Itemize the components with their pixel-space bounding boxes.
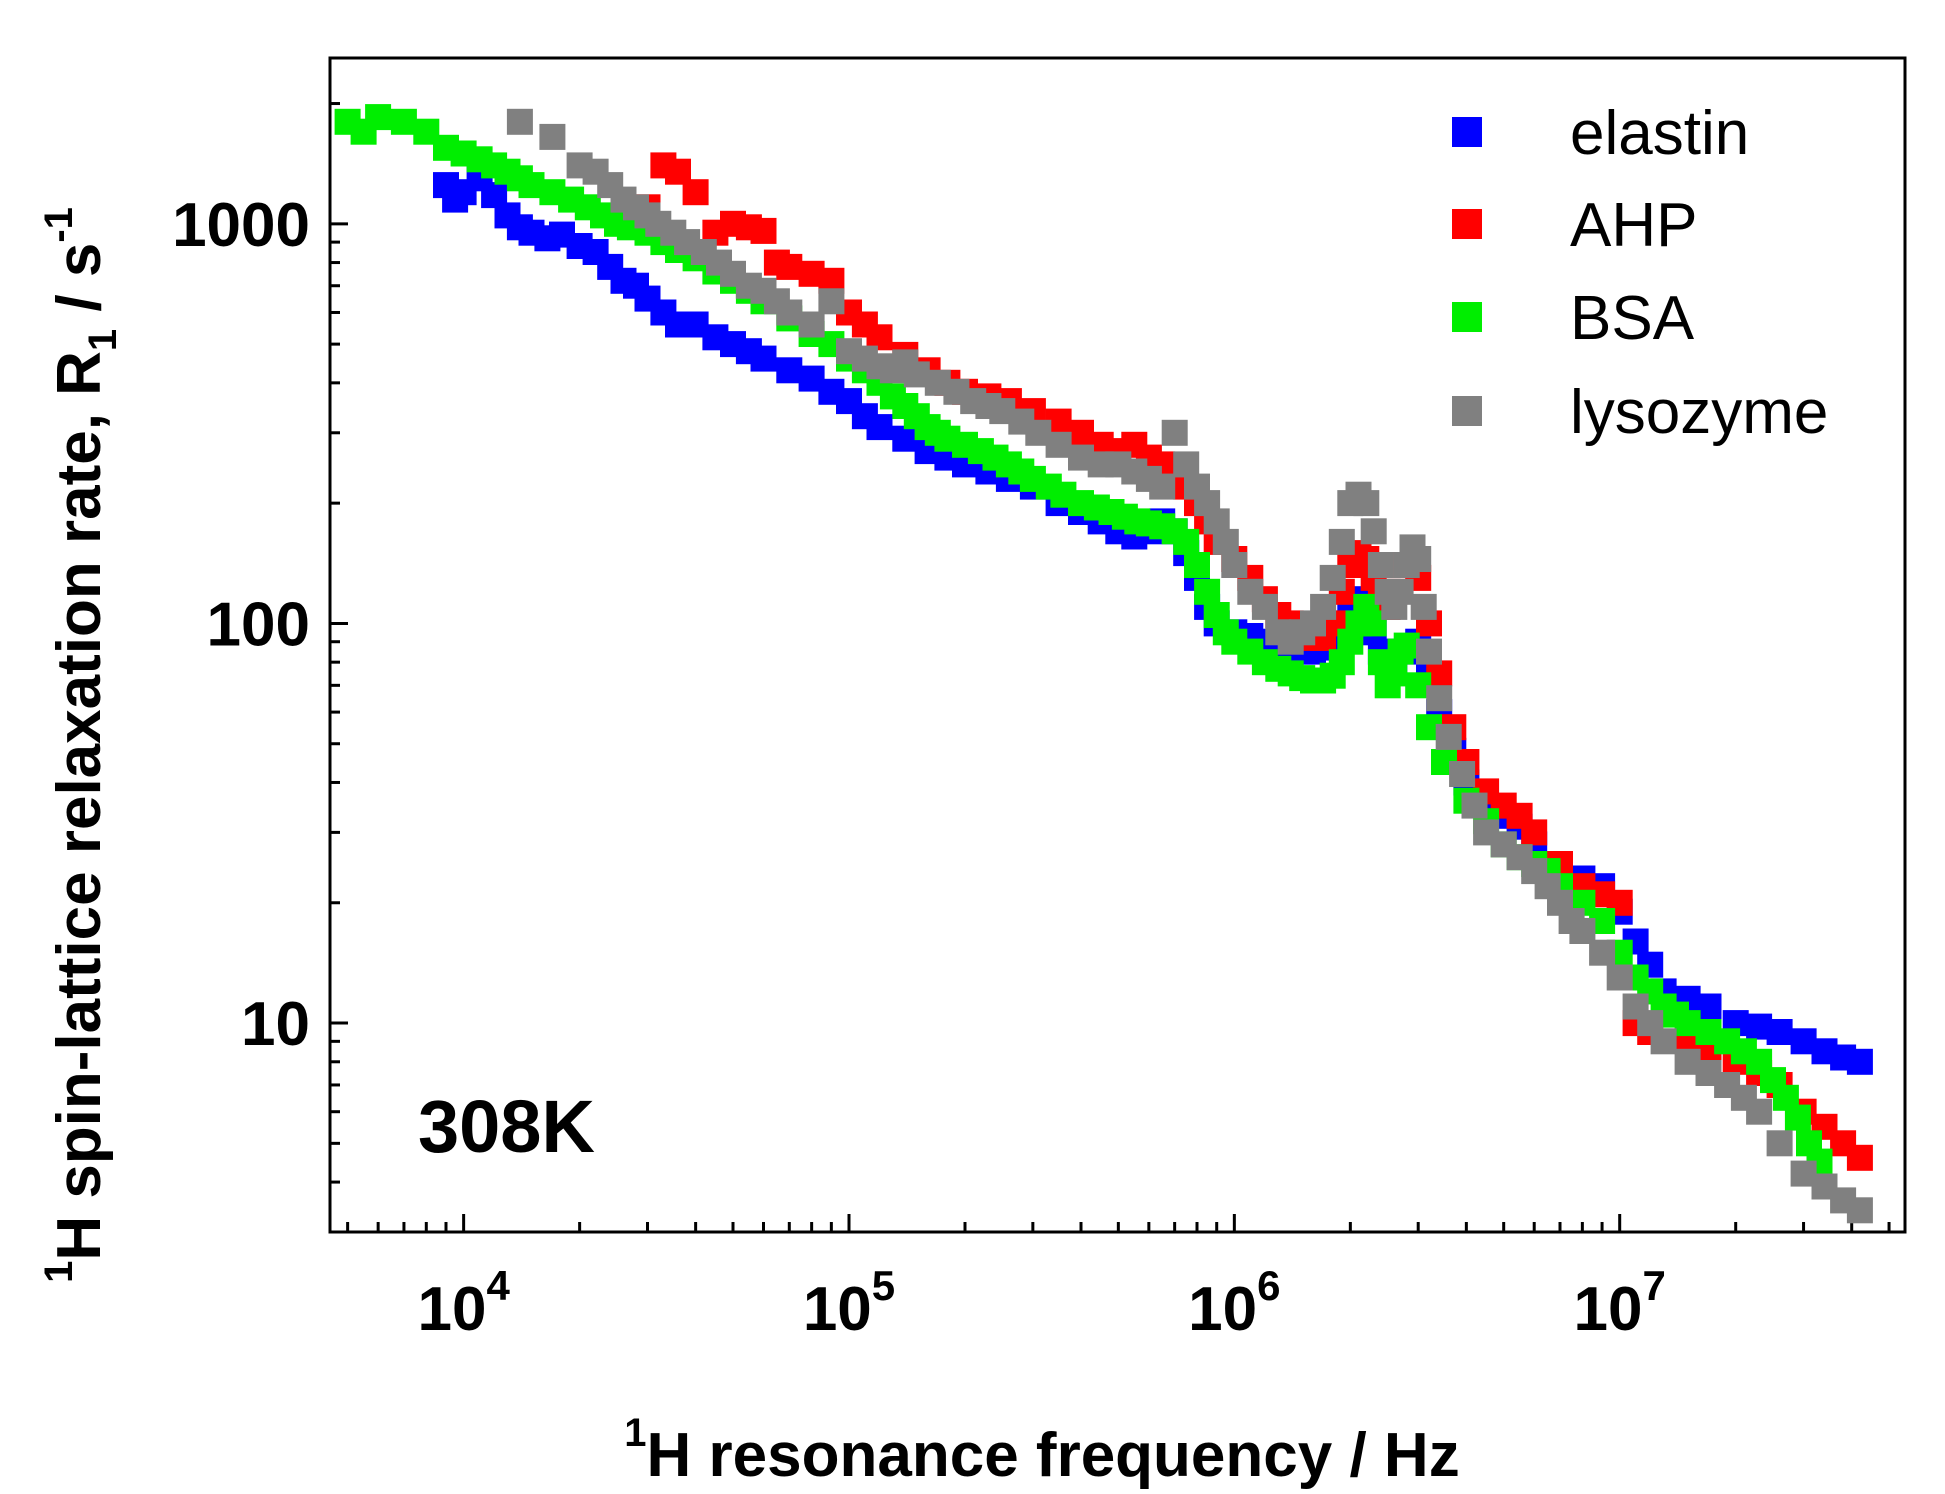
data-point-lysozyme xyxy=(1149,473,1176,500)
y-tick-label: 10 xyxy=(241,990,310,1059)
legend-label-bsa: BSA xyxy=(1570,284,1695,353)
data-point-lysozyme xyxy=(539,123,566,150)
data-point-ahp xyxy=(750,217,777,244)
data-point-lysozyme xyxy=(1766,1130,1793,1157)
data-point-lysozyme xyxy=(1569,918,1596,944)
data-point-lysozyme xyxy=(1045,431,1072,458)
x-tick-base: 10 xyxy=(803,1275,872,1344)
x-axis-ticks: 104 105 106 107 xyxy=(346,1214,1891,1344)
data-point-bsa xyxy=(1393,632,1420,659)
data-point-lysozyme xyxy=(798,311,825,338)
data-point-elastin xyxy=(866,414,893,441)
y-axis-ticks: 10 100 1000 xyxy=(172,102,348,1234)
y-tick-label: 1000 xyxy=(172,191,310,260)
data-point-lysozyme xyxy=(1173,451,1200,478)
data-point-lysozyme xyxy=(1221,552,1248,578)
data-point-lysozyme xyxy=(1251,593,1278,620)
y-axis-title-unit-sup: -1 xyxy=(37,207,81,243)
data-point-lysozyme xyxy=(1360,518,1387,545)
legend-label-elastin: elastin xyxy=(1570,99,1749,168)
x-tick-exp: 7 xyxy=(1643,1262,1666,1309)
x-axis-title-sup: 1 xyxy=(624,1411,646,1455)
y-axis-title: 1H spin-lattice relaxation rate, R1 / s-… xyxy=(37,207,125,1283)
data-point-lysozyme xyxy=(1449,761,1476,787)
legend-label-lysozyme: lysozyme xyxy=(1570,378,1828,447)
data-point-lysozyme xyxy=(1426,685,1453,712)
data-point-ahp xyxy=(776,253,803,280)
data-point-lysozyme xyxy=(1589,939,1616,966)
series-bsa xyxy=(334,104,1833,1175)
data-point-lysozyme xyxy=(1846,1197,1873,1224)
data-point-bsa xyxy=(1173,528,1200,555)
temperature-annotation: 308K xyxy=(418,1085,595,1168)
data-point-elastin xyxy=(1766,1019,1793,1045)
x-tick-base: 10 xyxy=(1188,1275,1257,1344)
y-tick-label: 100 xyxy=(207,590,310,659)
data-point-lysozyme xyxy=(1367,552,1394,578)
data-point-ahp xyxy=(1521,819,1548,846)
data-point-lysozyme xyxy=(818,288,845,315)
data-point-lysozyme xyxy=(1410,593,1437,620)
y-axis-title-sub: 1 xyxy=(81,329,125,351)
data-point-bsa xyxy=(1194,578,1221,605)
x-tick-label: 105 xyxy=(803,1262,895,1344)
data-point-lysozyme xyxy=(1353,490,1380,517)
data-point-lysozyme xyxy=(1606,964,1633,991)
data-point-lysozyme xyxy=(1387,578,1414,605)
data-point-ahp xyxy=(682,179,709,206)
x-tick-exp: 6 xyxy=(1257,1262,1280,1309)
data-point-lysozyme xyxy=(1212,528,1239,555)
data-point-elastin xyxy=(1846,1048,1873,1075)
legend: elastin AHP BSA lysozyme xyxy=(1452,99,1828,447)
data-point-lysozyme xyxy=(1746,1098,1773,1125)
x-tick-exp: 4 xyxy=(486,1262,510,1309)
data-point-lysozyme xyxy=(1435,723,1462,750)
y-axis-title-sup: 1 xyxy=(37,1261,81,1283)
x-tick-base: 10 xyxy=(1574,1275,1643,1344)
x-tick-label: 107 xyxy=(1574,1262,1666,1344)
x-tick-label: 104 xyxy=(417,1262,510,1344)
x-tick-label: 106 xyxy=(1188,1262,1280,1344)
data-point-lysozyme xyxy=(1461,792,1488,819)
data-point-lysozyme xyxy=(1328,528,1355,555)
data-point-lysozyme xyxy=(1650,1028,1677,1055)
legend-swatch-bsa xyxy=(1452,302,1482,332)
legend-swatch-lysozyme xyxy=(1452,396,1482,426)
legend-label-ahp: AHP xyxy=(1570,191,1697,260)
data-point-elastin xyxy=(750,345,777,372)
x-axis-title-text: H resonance frequency / Hz xyxy=(647,1421,1460,1490)
data-point-lysozyme xyxy=(1416,638,1442,665)
data-point-lysozyme xyxy=(1319,564,1346,591)
data-point-lysozyme xyxy=(1405,546,1432,572)
data-point-ahp xyxy=(1846,1144,1873,1171)
data-point-bsa xyxy=(1784,1104,1811,1131)
data-point-bsa xyxy=(1184,552,1210,578)
data-point-elastin xyxy=(776,357,803,384)
x-axis-title: 1H resonance frequency / Hz xyxy=(624,1411,1459,1490)
data-point-lysozyme xyxy=(1310,593,1337,620)
data-point-lysozyme xyxy=(1161,419,1188,446)
data-point-lysozyme xyxy=(776,299,803,326)
y-axis-title-unit: / s xyxy=(45,243,114,329)
data-point-bsa xyxy=(1381,660,1408,687)
legend-swatch-elastin xyxy=(1452,117,1482,147)
data-point-elastin xyxy=(892,425,919,452)
series-lysozyme xyxy=(506,108,1873,1224)
data-point-bsa xyxy=(390,108,417,135)
data-point-bsa xyxy=(365,104,392,131)
legend-swatch-ahp xyxy=(1452,209,1482,239)
y-axis-title-text: H spin-lattice relaxation rate, R xyxy=(45,351,114,1261)
x-tick-exp: 5 xyxy=(872,1262,895,1309)
x-tick-base: 10 xyxy=(417,1275,486,1344)
data-points xyxy=(334,104,1873,1224)
data-point-lysozyme xyxy=(506,108,533,135)
